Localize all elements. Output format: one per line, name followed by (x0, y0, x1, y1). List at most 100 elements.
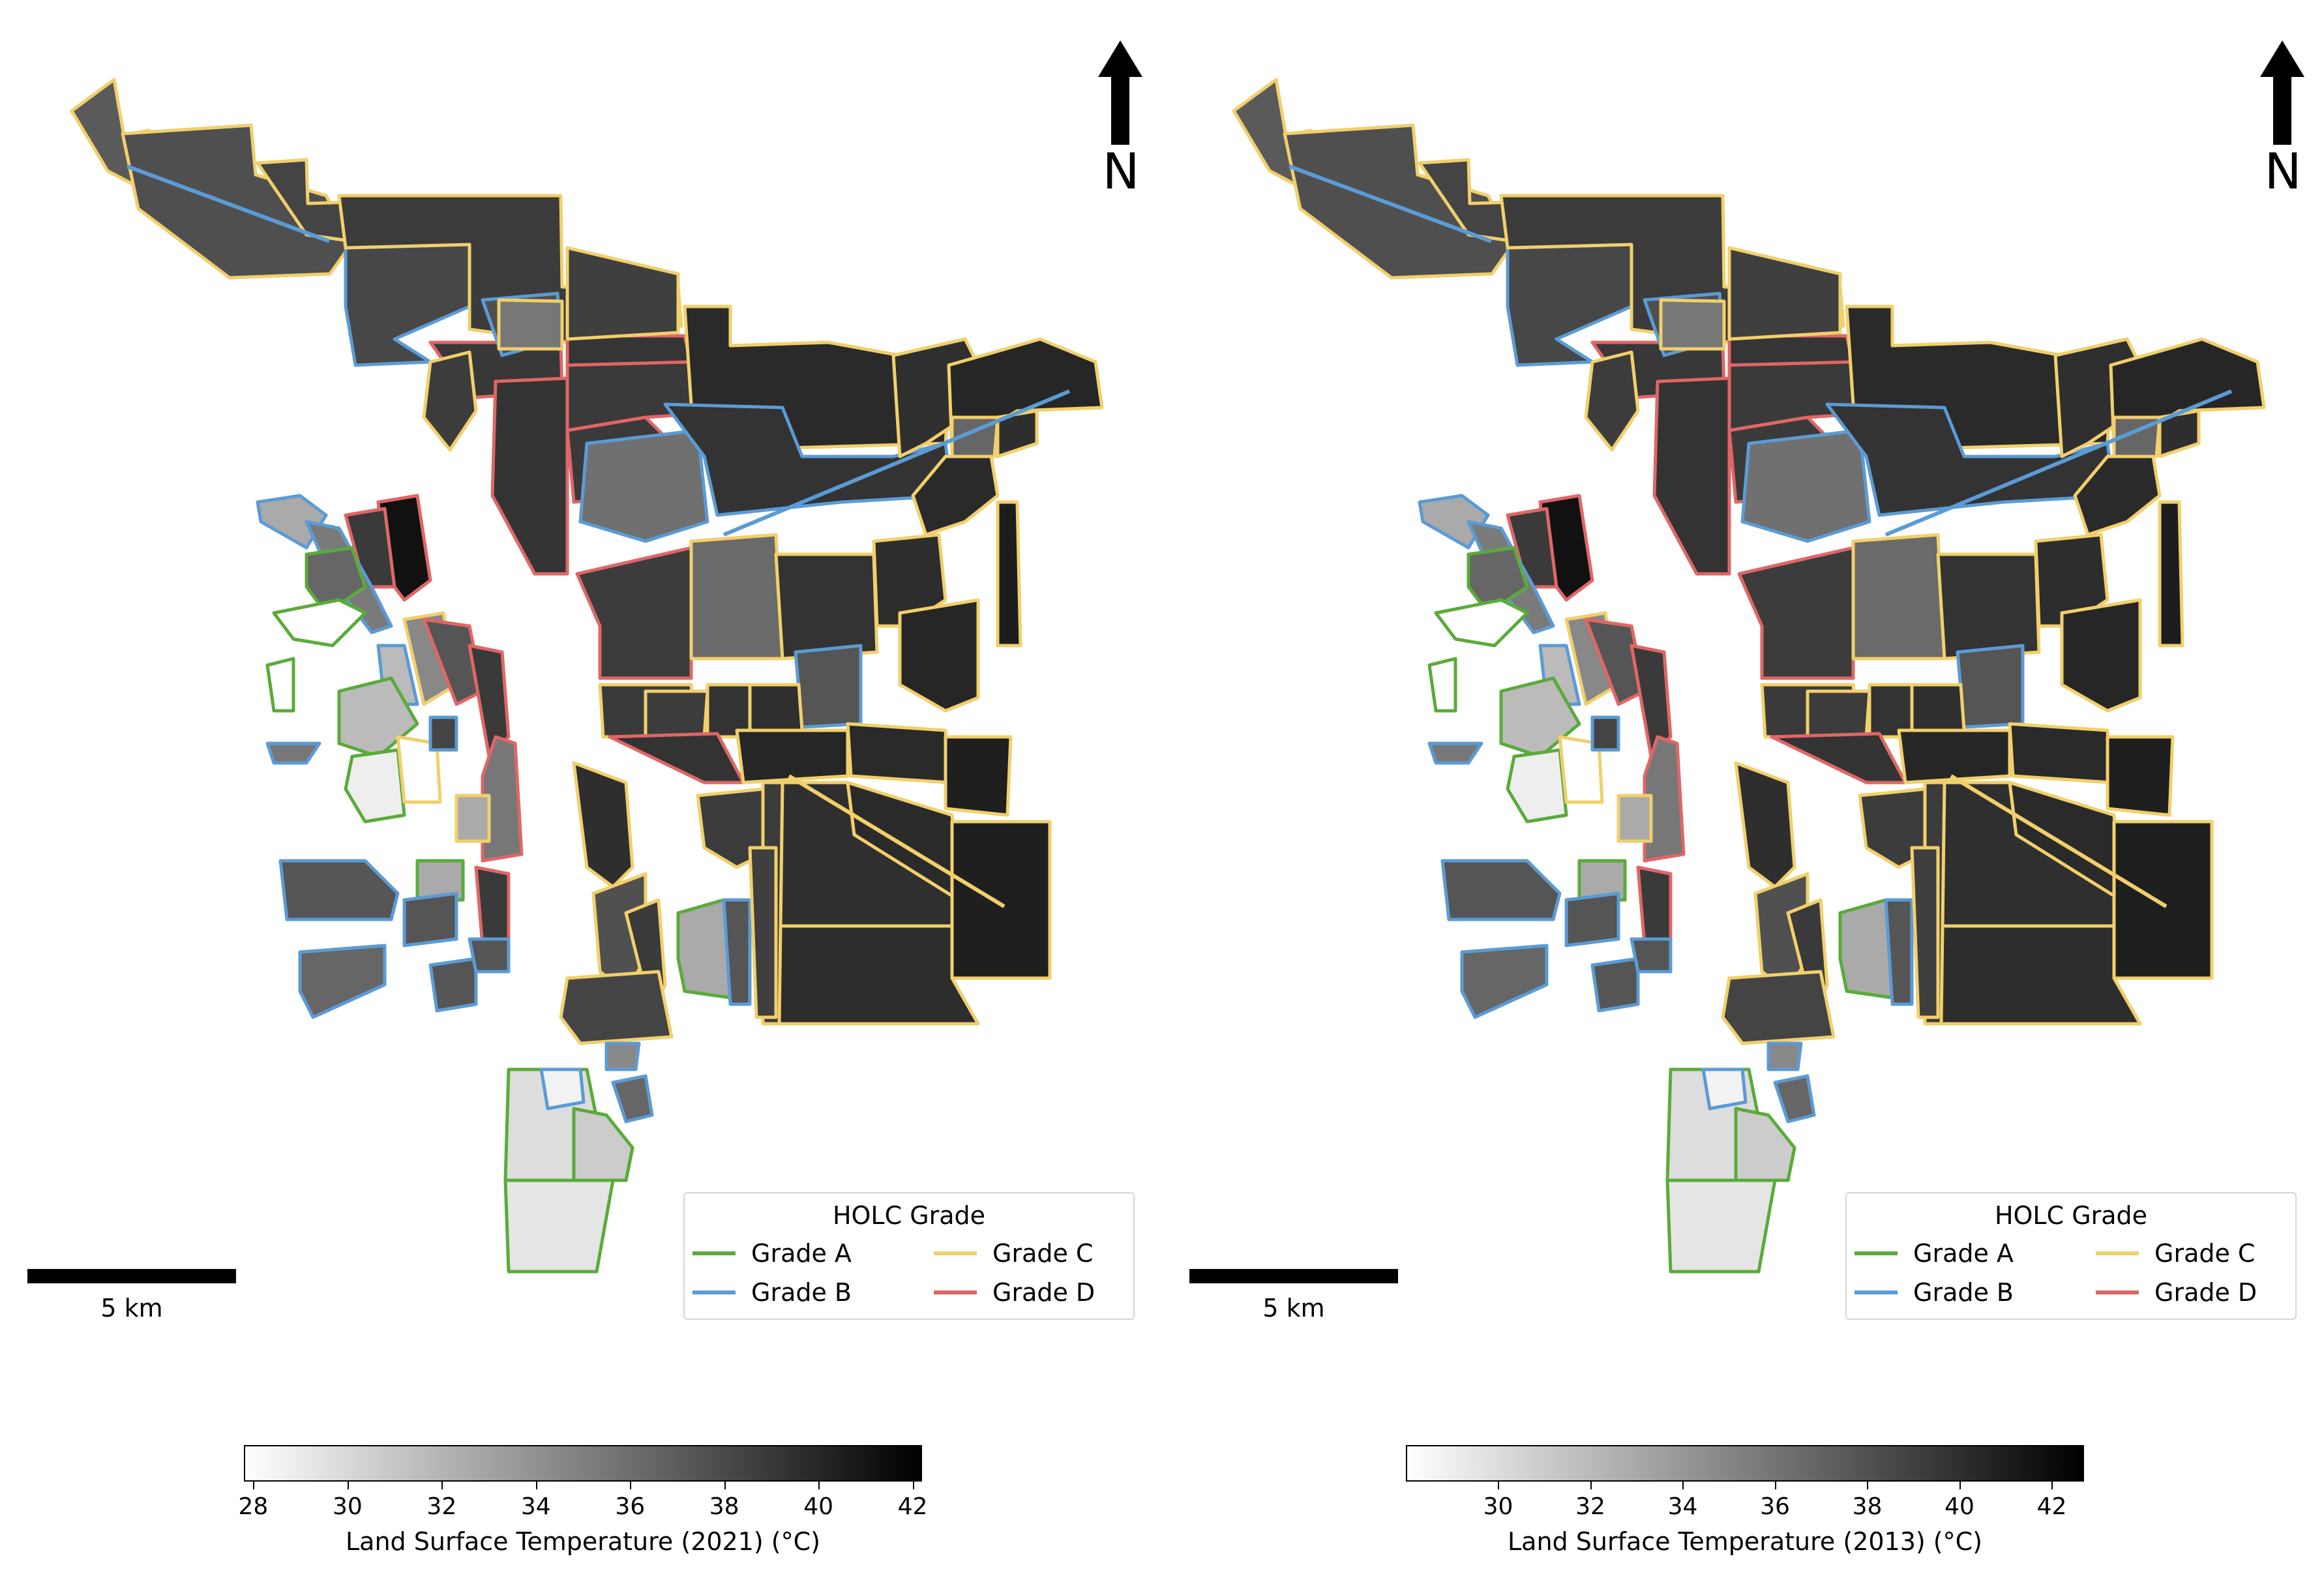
colorbar-tick-label: 36 (1760, 1493, 1790, 1520)
district-d (1643, 735, 1686, 863)
district-b (468, 937, 511, 974)
legend-label: Grade D (992, 1278, 1095, 1307)
highway-line (126, 164, 331, 243)
district-c (1283, 123, 1516, 280)
colorbar-tick-label: 34 (1667, 1493, 1698, 1520)
colorbar-label: Land Surface Temperature (2021) (°C) (346, 1527, 820, 1556)
colorbar-ticks: 28 30 32 34 36 38 40 42 (239, 1482, 927, 1534)
highway-line (723, 389, 1071, 537)
district-gray (1766, 1041, 1803, 1071)
district-b (278, 859, 400, 921)
district-b (1884, 898, 1914, 1006)
scale-label: 5 km (100, 1294, 163, 1322)
district-d (575, 546, 693, 680)
colorbar-tick-label: 34 (520, 1493, 551, 1520)
district-c (396, 735, 442, 804)
legend-label: Grade A (751, 1239, 852, 1268)
district-c (846, 722, 951, 784)
legend: HOLC Grade Grade A Grade B Grade C Grade… (1845, 1192, 2297, 1320)
district-b (578, 428, 709, 543)
legend-item-grade-a: Grade A (1855, 1239, 2014, 1268)
colorbar-tick (441, 1482, 443, 1489)
district-c (2112, 820, 2214, 980)
district-a (344, 748, 406, 824)
district-c (1936, 552, 2041, 661)
district-b (539, 1067, 586, 1111)
district-b (402, 891, 458, 948)
north-arrow-icon (1098, 40, 1142, 77)
district-b (428, 715, 458, 752)
district-b (1740, 428, 1871, 543)
district-c (1936, 924, 2142, 1026)
legend-swatch (2096, 1251, 2139, 1255)
scale-label: 5 km (1262, 1294, 1325, 1322)
district-c (996, 409, 1039, 458)
colorbar-tick (1774, 1482, 1776, 1489)
colorbar-tick-label: 40 (803, 1493, 834, 1520)
district-c (2106, 735, 2175, 817)
scale-bar (27, 1269, 236, 1283)
colorbar-tick (630, 1482, 632, 1489)
district-c (944, 735, 1013, 817)
district-b (298, 944, 387, 1019)
district-c (950, 820, 1052, 980)
district-b (1564, 891, 1620, 948)
legend-item-grade-d: Grade D (934, 1278, 1095, 1307)
district-d (1737, 546, 1855, 680)
district-d (468, 644, 511, 758)
district-d (490, 376, 569, 576)
district-c (911, 455, 1000, 537)
north-arrow: N (2259, 40, 2307, 200)
district-b (265, 741, 321, 765)
district-a (1427, 657, 1457, 713)
legend: HOLC Grade Grade A Grade B Grade C Grade… (683, 1192, 1135, 1320)
colorbar-tick (724, 1482, 726, 1489)
district-c (559, 970, 674, 1045)
district-c (454, 794, 491, 843)
colorbar-tick-label: 28 (238, 1493, 269, 1520)
district-a (503, 1178, 615, 1274)
district-d (481, 735, 524, 863)
district-a (272, 598, 367, 648)
district-gray (497, 298, 564, 351)
district-c (898, 598, 980, 713)
legend-swatch (1855, 1251, 1898, 1255)
colorbar-tick (1682, 1482, 1684, 1489)
district-c (774, 924, 980, 1026)
legend-swatch (1855, 1291, 1898, 1294)
north-arrow-shaft (1111, 76, 1129, 145)
district-c (422, 350, 478, 452)
north-label: N (2264, 142, 2302, 200)
district-a (305, 546, 367, 615)
colorbar-tick-label: 38 (1852, 1493, 1883, 1520)
district-c (565, 246, 680, 341)
district-d (1652, 376, 1731, 576)
district-a (1506, 748, 1568, 824)
legend-item-grade-b: Grade B (693, 1278, 852, 1307)
district-a (1665, 1178, 1777, 1274)
district-a (1838, 898, 1894, 1000)
district-c (735, 728, 850, 784)
map-panel-2021: N HOLC Grade Grade A Grade B Grade C Gra… (27, 40, 1142, 1556)
scale-bar (1189, 1269, 1398, 1283)
district-b (611, 1074, 654, 1124)
district-b (1956, 644, 2025, 729)
holc-map-2021 (70, 78, 1104, 1274)
colorbar-tick (818, 1482, 820, 1489)
district-c (2060, 598, 2142, 713)
district-b (1701, 1067, 1748, 1111)
district-d (1636, 865, 1673, 948)
district-d (1727, 360, 1858, 432)
colorbar-tick-label: 42 (897, 1493, 928, 1520)
legend-swatch (934, 1291, 977, 1294)
north-arrow-shaft (2273, 76, 2291, 145)
district-c (2158, 409, 2201, 458)
district-d (1770, 732, 1907, 784)
north-label: N (1102, 142, 1140, 200)
district-gray (950, 415, 1000, 465)
district-b (1630, 937, 1673, 974)
district-a (572, 1107, 634, 1182)
holc-map-2013 (1232, 78, 2266, 1274)
district-a (676, 898, 732, 1000)
legend-swatch (934, 1251, 977, 1255)
